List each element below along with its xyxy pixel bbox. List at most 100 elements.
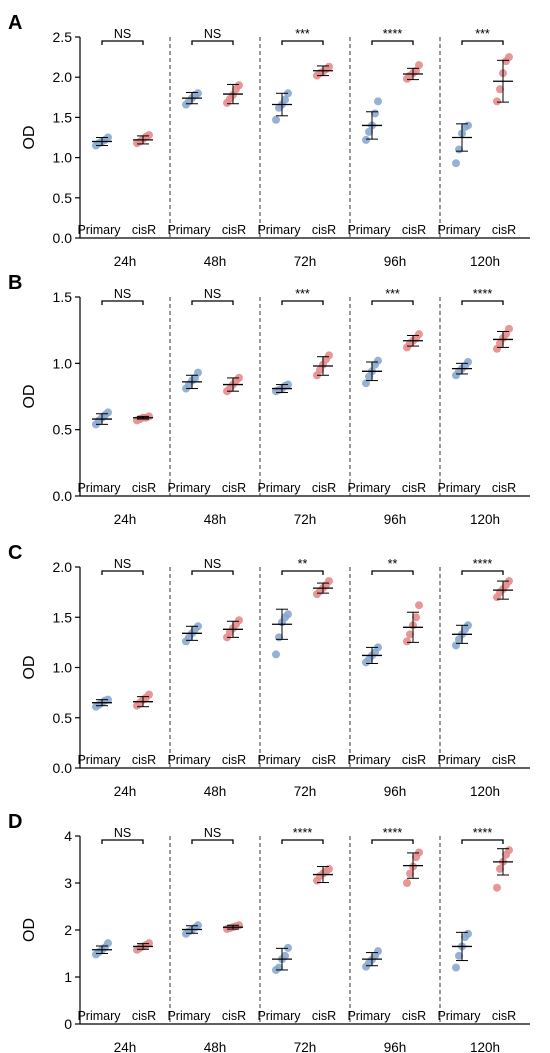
group-label-primary: Primary	[77, 753, 121, 767]
data-point	[505, 846, 513, 855]
significance-bracket	[281, 300, 324, 305]
y-tick-label: 4	[64, 828, 72, 844]
data-point	[505, 53, 513, 62]
data-point	[374, 356, 382, 365]
group-label-primary: Primary	[257, 223, 301, 237]
group-label-primary: Primary	[347, 223, 391, 237]
data-point	[374, 97, 382, 106]
group-label-primary: Primary	[77, 223, 121, 237]
data-point	[406, 630, 414, 639]
y-tick-label: 0.0	[53, 230, 73, 246]
timepoint-label: 24h	[114, 254, 137, 269]
y-tick-label: 1	[64, 969, 72, 985]
significance-bracket	[371, 40, 414, 45]
significance-label: ****	[473, 826, 493, 840]
data-point	[281, 95, 289, 104]
y-tick-label: 1.0	[53, 355, 73, 371]
data-point	[452, 963, 460, 972]
significance-label: NS	[204, 27, 221, 41]
timepoint-label: 96h	[384, 254, 407, 269]
significance-bracket	[101, 839, 144, 844]
group-label-primary: Primary	[437, 223, 481, 237]
significance-bracket	[461, 570, 504, 575]
group-label-cisr: cisR	[222, 223, 246, 237]
data-point	[496, 85, 504, 94]
group-label-primary: Primary	[347, 481, 391, 495]
group-label-cisr: cisR	[402, 753, 426, 767]
data-point	[272, 650, 280, 659]
panel-label: D	[8, 811, 22, 833]
group-label-cisr: cisR	[492, 753, 516, 767]
timepoint-label: 96h	[384, 512, 407, 527]
significance-label: NS	[114, 557, 131, 571]
group-label-cisr: cisR	[312, 753, 336, 767]
significance-bracket	[461, 40, 504, 45]
significance-bracket	[101, 300, 144, 305]
group-label-cisr: cisR	[402, 481, 426, 495]
timepoint-label: 120h	[470, 254, 500, 269]
timepoint-label: 120h	[470, 784, 500, 799]
data-point	[464, 121, 472, 130]
group-label-primary: Primary	[437, 1009, 481, 1023]
group-label-primary: Primary	[257, 481, 301, 495]
group-label-cisr: cisR	[132, 1009, 156, 1023]
group-label-cisr: cisR	[132, 481, 156, 495]
data-point	[493, 883, 501, 892]
data-point	[452, 159, 460, 168]
group-label-cisr: cisR	[132, 223, 156, 237]
data-point	[235, 81, 243, 90]
significance-bracket	[191, 300, 234, 305]
panel-c: C 0.0 0.5 1.0 1.5 2.0 OD 24h Primary cisR NS 48h Pri…	[8, 542, 530, 799]
group-label-primary: Primary	[167, 223, 211, 237]
significance-label: ****	[383, 27, 403, 41]
significance-label: ****	[293, 826, 313, 840]
significance-bracket	[281, 570, 324, 575]
group-label-primary: Primary	[437, 481, 481, 495]
timepoint-label: 96h	[384, 784, 407, 799]
group-label-cisr: cisR	[312, 223, 336, 237]
significance-label: ****	[473, 557, 493, 571]
y-tick-label: 1.5	[53, 109, 73, 125]
significance-label: ****	[383, 826, 403, 840]
panel-label: C	[8, 542, 22, 564]
data-point	[362, 379, 370, 388]
group-label-cisr: cisR	[222, 1009, 246, 1023]
data-point	[415, 601, 423, 610]
data-point	[374, 947, 382, 956]
data-point	[104, 939, 112, 948]
group-label-primary: Primary	[347, 753, 391, 767]
data-point	[194, 368, 202, 377]
data-point	[505, 324, 513, 333]
group-label-cisr: cisR	[222, 753, 246, 767]
y-tick-label: 0.5	[53, 422, 73, 438]
y-tick-label: 1.5	[53, 609, 73, 625]
y-axis-label: OD	[21, 385, 38, 409]
y-tick-label: 2	[64, 922, 72, 938]
significance-label: NS	[114, 287, 131, 301]
group-label-primary: Primary	[77, 481, 121, 495]
timepoint-label: 72h	[294, 254, 317, 269]
timepoint-label: 24h	[114, 1040, 137, 1053]
data-point	[493, 97, 501, 106]
data-point	[104, 408, 112, 417]
significance-bracket	[371, 570, 414, 575]
significance-label: **	[388, 557, 398, 571]
group-label-primary: Primary	[257, 1009, 301, 1023]
y-tick-label: 1.0	[53, 150, 73, 166]
significance-bracket	[461, 839, 504, 844]
group-label-cisr: cisR	[222, 481, 246, 495]
data-point	[415, 330, 423, 339]
data-point	[284, 610, 292, 619]
panel-label: A	[8, 12, 22, 34]
y-axis-label: OD	[21, 126, 38, 150]
data-point	[406, 869, 414, 878]
y-tick-label: 1.5	[53, 289, 73, 305]
significance-label: NS	[204, 287, 221, 301]
data-point	[403, 637, 411, 646]
timepoint-label: 120h	[470, 512, 500, 527]
data-point	[272, 115, 280, 124]
group-label-primary: Primary	[77, 1009, 121, 1023]
group-label-primary: Primary	[257, 753, 301, 767]
timepoint-label: 48h	[204, 1040, 227, 1053]
